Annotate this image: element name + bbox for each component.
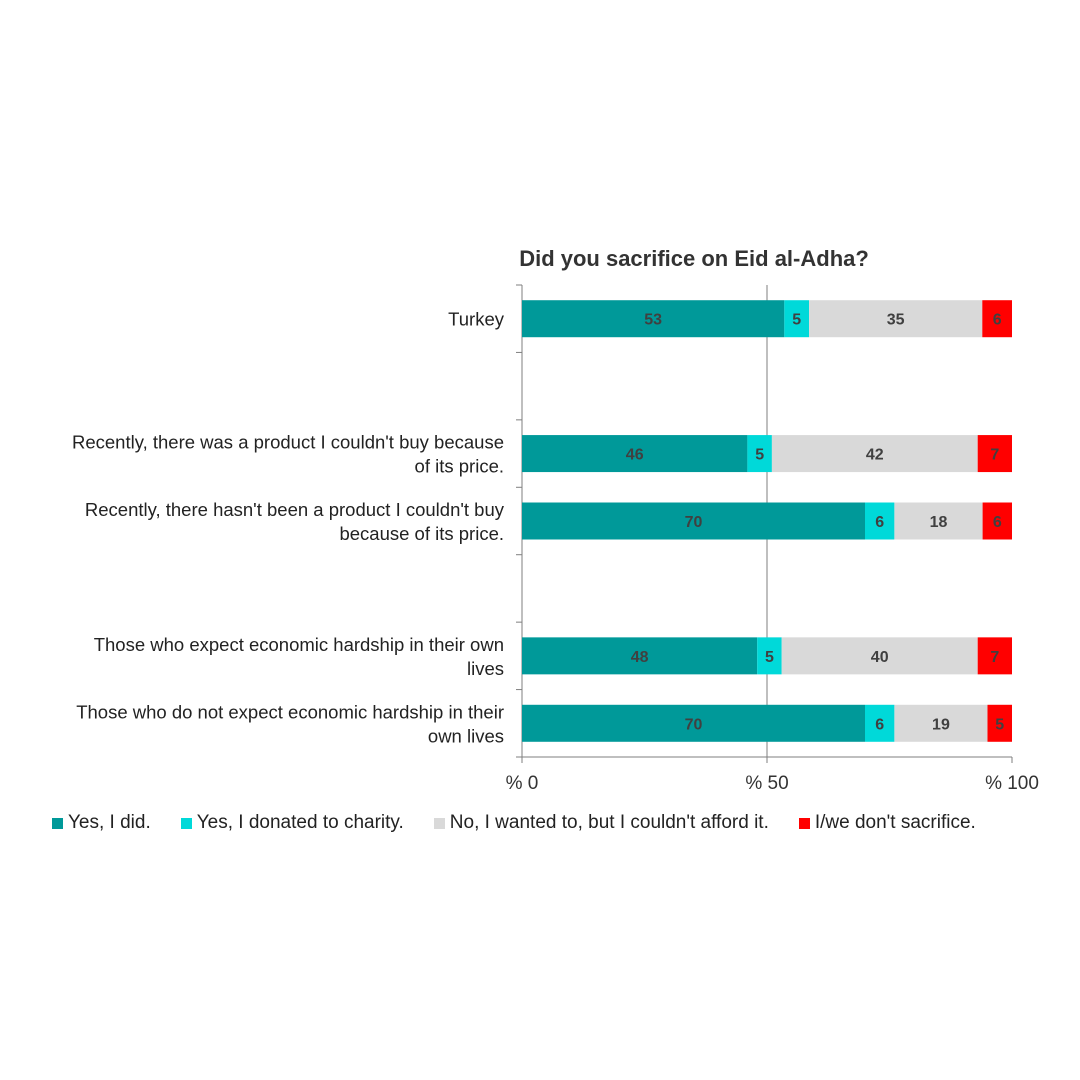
data-label: 6 [875, 514, 884, 531]
category-label: Those who do not expect economic hardshi… [76, 701, 504, 746]
bar-segment [809, 300, 983, 338]
data-label: 5 [792, 312, 801, 329]
legend-label-yes-i-did: Yes, I did. [68, 812, 151, 833]
bar-segment [522, 300, 785, 338]
category-label-line: of its price. [415, 456, 504, 477]
data-label: 5 [995, 716, 1004, 733]
bar-segment [865, 502, 895, 540]
category-label: Turkey [448, 309, 505, 330]
bar-segment [894, 704, 988, 742]
bar-segment [522, 704, 865, 742]
category-label: Recently, there was a product I couldn't… [72, 432, 504, 477]
category-label-line: Recently, there was a product I couldn't… [72, 432, 504, 453]
data-label: 5 [755, 447, 764, 464]
bar-segment [982, 300, 1012, 338]
bar-segment [522, 435, 748, 473]
bar-segment [977, 637, 1012, 675]
data-label: 6 [993, 312, 1002, 329]
data-label: 6 [875, 716, 884, 733]
category-label-line: because of its price. [339, 523, 504, 544]
bar-segment [977, 435, 1012, 473]
data-label: 7 [990, 649, 999, 666]
legend-item-yes-i-did: Yes, I did. [52, 812, 151, 834]
category-label-line: lives [467, 658, 504, 679]
data-label: 70 [685, 716, 703, 733]
chart-title: Did you sacrifice on Eid al-Adha? [519, 246, 869, 271]
data-label: 48 [631, 649, 649, 666]
category-label: Recently, there hasn't been a product I … [85, 499, 505, 544]
category-label-line: Recently, there hasn't been a product I … [85, 499, 505, 520]
legend-label-could-not-afford: No, I wanted to, but I couldn't afford i… [449, 812, 769, 833]
category-label-line: Those who do not expect economic hardshi… [76, 701, 504, 722]
bar-segment [522, 637, 758, 675]
data-label: 46 [626, 447, 644, 464]
data-label: 42 [866, 447, 884, 464]
data-label: 53 [644, 312, 662, 329]
x-tick-label: % 0 [506, 773, 539, 794]
bar-segment [784, 300, 810, 338]
data-label: 5 [765, 649, 774, 666]
legend: Yes, I did. Yes, I donated to charity. N… [52, 812, 1062, 834]
legend-label-do-not-sacrifice: I/we don't sacrifice. [814, 812, 976, 833]
bar-segment [982, 502, 1012, 540]
category-label: Those who expect economic hardship in th… [94, 634, 504, 679]
legend-swatch-do-not-sacrifice [798, 817, 810, 829]
bar-segment [757, 637, 782, 675]
category-label-line: Those who expect economic hardship in th… [94, 634, 504, 655]
data-label: 18 [930, 514, 948, 531]
data-label: 70 [685, 514, 703, 531]
x-tick-label: % 50 [745, 773, 788, 794]
category-label-line: Turkey [448, 309, 505, 330]
legend-item-donated-to-charity: Yes, I donated to charity. [180, 812, 404, 834]
legend-swatch-yes-i-did [52, 817, 63, 829]
bar-segment [771, 435, 978, 473]
data-label: 6 [993, 514, 1002, 531]
category-label-line: own lives [428, 725, 504, 746]
legend-item-do-not-sacrifice: I/we don't sacrifice. [798, 812, 976, 834]
bar-segment [865, 704, 895, 742]
bar-segment [781, 637, 978, 675]
bar-segment [522, 502, 865, 540]
x-tick-label: % 100 [985, 773, 1039, 794]
bar-segment [747, 435, 772, 473]
data-label: 19 [932, 716, 950, 733]
bar-segment [894, 502, 983, 540]
data-label: 40 [871, 649, 889, 666]
bar-segment [987, 704, 1012, 742]
legend-label-donated-to-charity: Yes, I donated to charity. [196, 812, 404, 833]
data-label: 35 [887, 312, 905, 329]
legend-swatch-donated-to-charity [180, 817, 192, 829]
data-label: 7 [990, 447, 999, 464]
legend-swatch-could-not-afford [433, 817, 445, 829]
legend-item-could-not-afford: No, I wanted to, but I couldn't afford i… [433, 812, 769, 834]
